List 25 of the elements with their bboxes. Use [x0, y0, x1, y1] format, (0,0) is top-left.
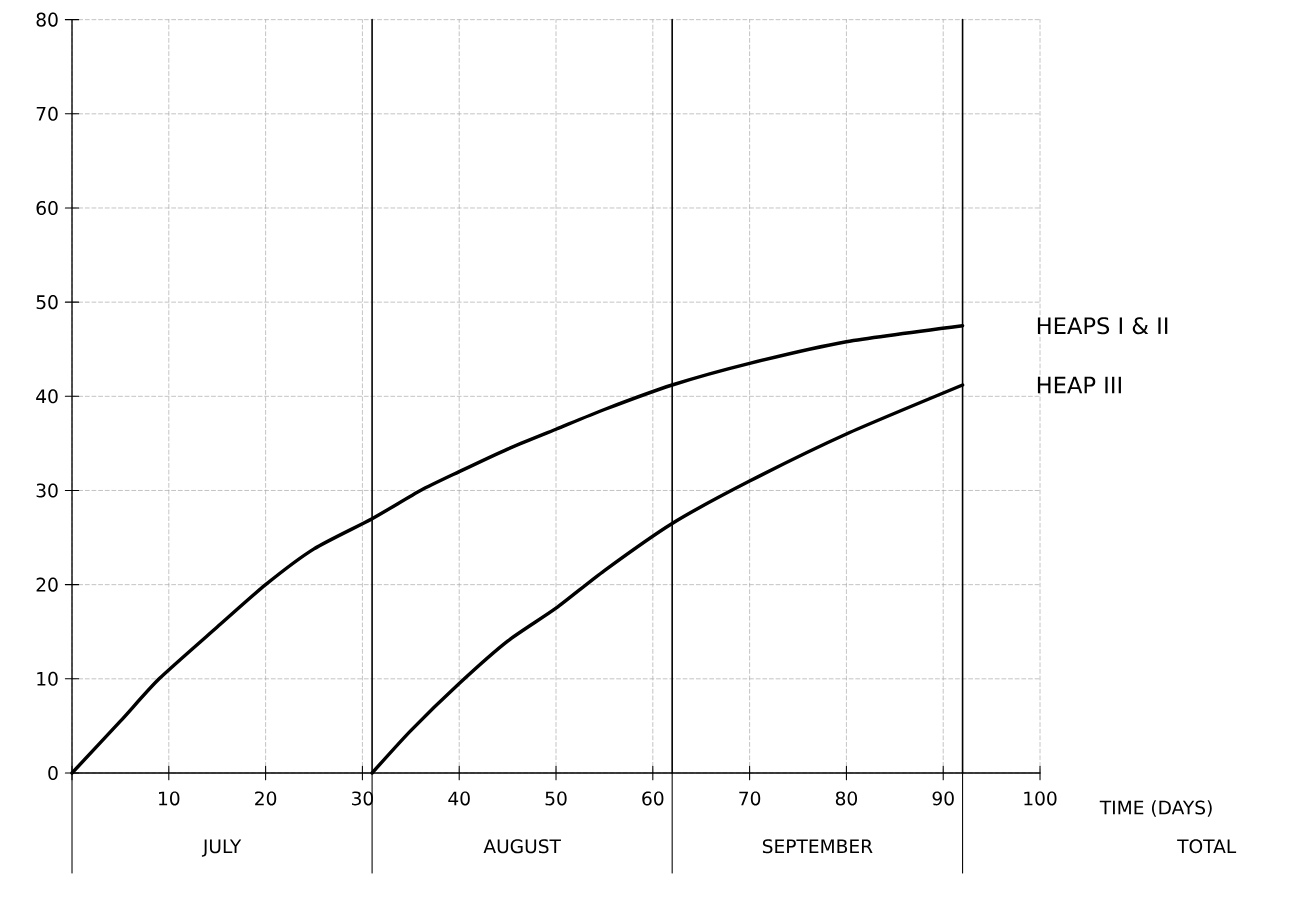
y-tick-label: 20: [36, 577, 58, 592]
x-tick-label: 100: [1024, 791, 1057, 806]
text: AUGUST: [483, 839, 561, 854]
y-tick-label: 70: [36, 106, 58, 121]
text: HEAP III: [1037, 376, 1121, 394]
y-tick-label: 80: [36, 12, 58, 27]
x-tick-label: 40: [448, 791, 470, 806]
x-tick-label: 50: [545, 791, 567, 806]
x-tick-label: 80: [835, 791, 858, 806]
text: SEPTEMBER: [762, 839, 873, 854]
y-tick-label: 10: [37, 671, 58, 686]
x-tick-label: 10: [159, 791, 180, 806]
x-tick-label: 70: [739, 791, 761, 806]
x-tick-label: 20: [255, 791, 277, 806]
y-tick-label: 50: [36, 295, 58, 310]
x-tick-label: 90: [932, 791, 954, 806]
y-tick-label: 30: [36, 483, 58, 498]
y-tick-label: 60: [36, 200, 58, 216]
text: TOTAL: [1177, 839, 1237, 854]
y-tick-label: 0: [48, 765, 58, 781]
text: JULY: [201, 839, 242, 857]
x-tick-label: 60: [642, 791, 664, 806]
x-axis-title: TIME (DAYS): [1099, 800, 1212, 817]
text: HEAPS I & II: [1037, 317, 1168, 335]
y-tick-label: 40: [36, 389, 58, 404]
